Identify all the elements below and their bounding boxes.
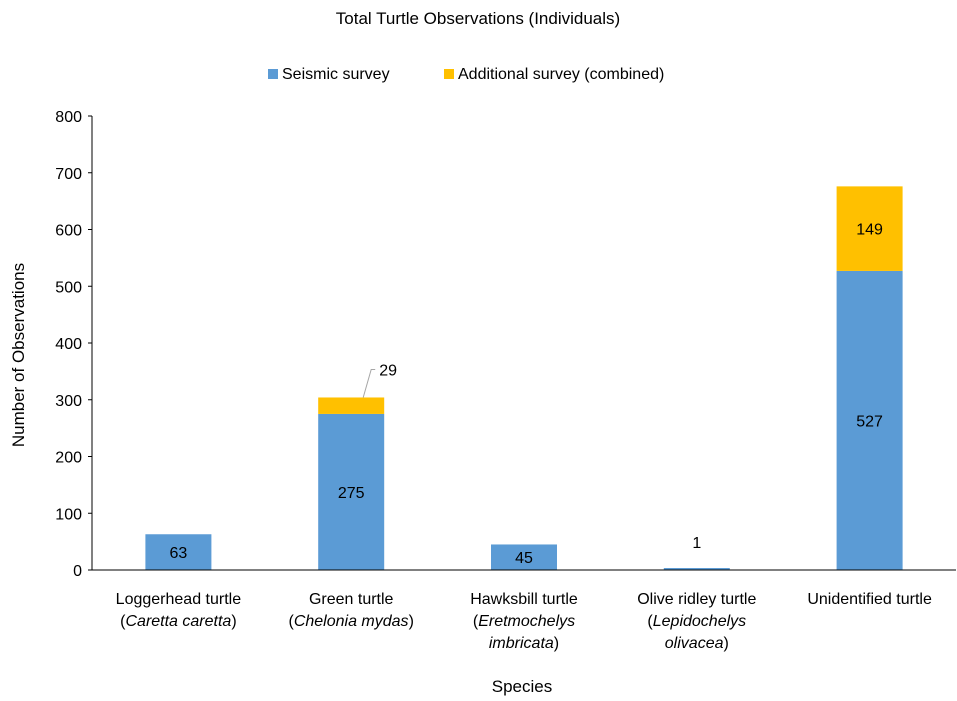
bar-1-4	[836, 186, 903, 271]
legend: Seismic survey Additional survey (combine…	[268, 66, 664, 83]
y-tick-label-5: 500	[55, 279, 82, 296]
data-labels: 63 275 29 45 1 527 149	[170, 222, 884, 568]
legend-label-1: Additional survey (combined)	[458, 66, 664, 83]
x-tick-label-0: Loggerhead turtle	[116, 591, 242, 608]
y-tick-label-3: 300	[55, 393, 82, 410]
bar-0-4	[836, 270, 903, 570]
y-tick-label-6: 600	[55, 223, 82, 240]
x-tick-sci-2-a: (Eretmochelys	[473, 613, 575, 630]
x-axis-ticks: Loggerhead turtle (Caretta caretta) Green …	[116, 591, 932, 652]
x-tick-label-2: Hawksbill turtle	[470, 591, 578, 608]
y-tick-label-8: 800	[55, 109, 82, 126]
data-label-6: 149	[856, 222, 883, 239]
legend-swatch-0	[268, 69, 278, 79]
y-tick-label-2: 200	[55, 450, 82, 467]
data-label-2: 29	[379, 362, 397, 379]
x-tick-sci-3-a: (Lepidochelys	[647, 613, 746, 630]
bar-0-0	[145, 534, 212, 570]
legend-label-0: Seismic survey	[282, 66, 390, 83]
data-label-5: 527	[856, 413, 883, 430]
x-tick-label-3: Olive ridley turtle	[637, 591, 756, 608]
data-label-leader-2	[362, 368, 376, 398]
y-tick-label-0: 0	[73, 563, 82, 580]
y-axis-ticks: 0 100 200 300 400 500 600 700 800	[55, 109, 92, 580]
x-axis-label: Species	[492, 677, 552, 696]
x-tick-sci-0: (Caretta caretta)	[120, 613, 236, 630]
data-label-1: 275	[338, 485, 365, 502]
bar-0-1	[318, 413, 385, 570]
axes	[91, 116, 956, 571]
legend-swatch-1	[444, 69, 454, 79]
y-axis-label: Number of Observations	[9, 263, 28, 447]
data-label-4: 1	[692, 535, 701, 552]
x-tick-sci-2-b: imbricata)	[489, 635, 559, 652]
bar-0-2	[491, 544, 557, 570]
x-tick-sci-3-b: olivacea)	[665, 635, 729, 652]
bar-0-3	[663, 568, 730, 570]
data-label-0: 63	[170, 545, 188, 562]
y-tick-label-1: 100	[55, 506, 82, 523]
bars	[145, 186, 903, 570]
y-tick-label-7: 700	[55, 166, 82, 183]
x-tick-label-4: Unidentified turtle	[807, 591, 932, 608]
data-label-3: 45	[515, 550, 533, 567]
x-tick-label-1: Green turtle	[309, 591, 394, 608]
y-tick-label-4: 400	[55, 336, 82, 353]
chart-title: Total Turtle Observations (Individuals)	[336, 9, 620, 28]
bar-1-1	[318, 397, 385, 414]
x-tick-sci-1: (Chelonia mydas)	[289, 613, 414, 630]
